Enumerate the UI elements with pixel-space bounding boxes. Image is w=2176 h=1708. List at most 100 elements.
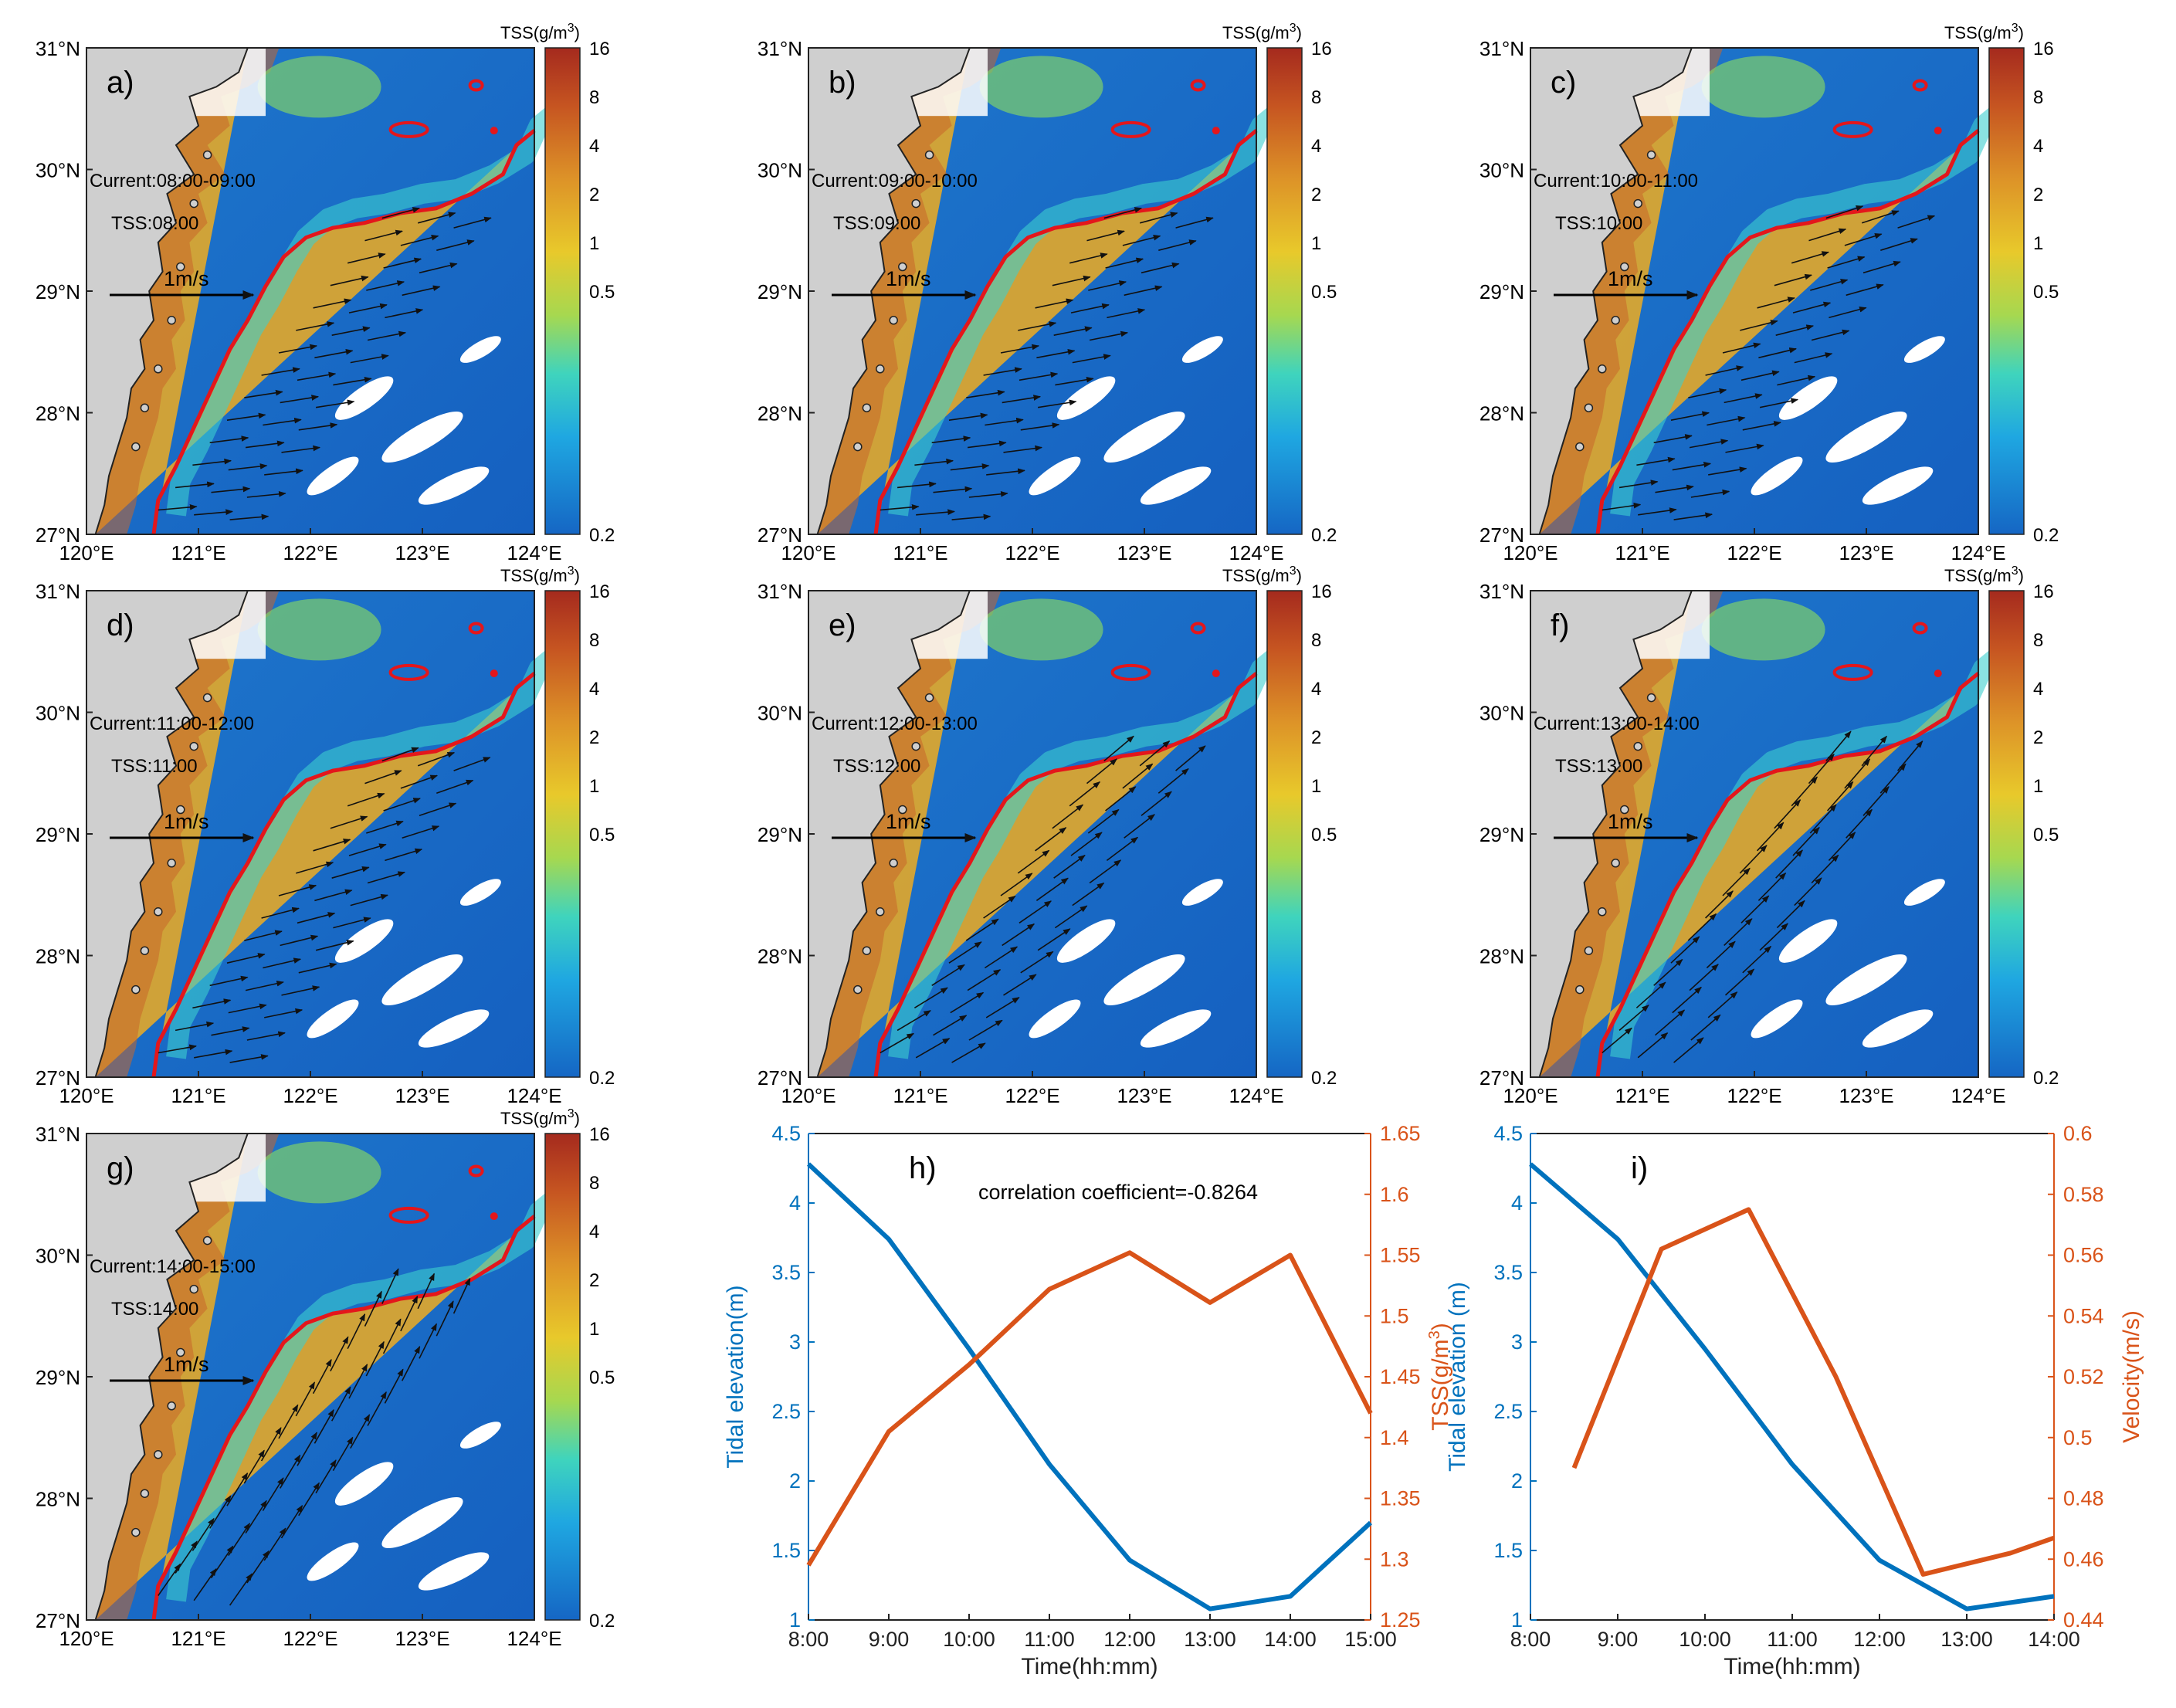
tss-time-label: TSS:11:00 [111, 756, 198, 777]
lon-tick-label: 122°E [283, 541, 337, 564]
colorbar-tick-label: 0.2 [1311, 1068, 1337, 1089]
land-mass [1530, 47, 1693, 535]
island [911, 198, 920, 208]
panel-letter: d) [107, 608, 134, 642]
current-vector [967, 969, 1002, 991]
current-time-label: Current:12:00-13:00 [812, 713, 978, 734]
current-vector [1862, 786, 1890, 816]
map-panel: d)Current:11:00-12:00TSS:11:001m/s31°N30… [36, 564, 615, 1107]
current-vector [298, 422, 338, 431]
panel-letter: h) [909, 1151, 937, 1185]
y-right-tick-label: 0.44 [2063, 1608, 2104, 1632]
current-vector [333, 376, 372, 386]
current-vector [453, 216, 492, 229]
colorbar-tick-label: 1 [1311, 233, 1321, 254]
current-vector [244, 930, 283, 941]
island [154, 907, 163, 917]
island [176, 1347, 185, 1357]
current-vector [211, 1026, 250, 1036]
current-vector [1122, 235, 1161, 246]
y-left-label: Tidal elevation(m) [723, 1285, 748, 1468]
current-vector [1705, 365, 1744, 376]
current-vector [245, 440, 285, 449]
lon-tick-label: 124°E [507, 1084, 561, 1107]
front-line [151, 672, 536, 1078]
front-line [873, 129, 1258, 535]
transition-band [166, 103, 564, 517]
y-right-label-sup: 3 [1426, 1330, 1443, 1339]
colorbar-tick-label: 0.5 [2033, 825, 2059, 846]
colorbar-title-text: TSS(g/m [500, 1109, 568, 1128]
y-right-tick-label: 0.54 [2063, 1304, 2104, 1327]
current-vector [1673, 512, 1713, 520]
island [167, 1401, 176, 1411]
current-vector [280, 395, 320, 404]
current-vector [1742, 421, 1781, 431]
cloud-mask [1862, 1009, 1934, 1048]
tss-time-label: TSS:13:00 [1555, 756, 1642, 777]
x-tick-label: 11:00 [1024, 1628, 1075, 1651]
island [1575, 984, 1585, 995]
island [1584, 403, 1594, 412]
current-vector [1740, 320, 1778, 331]
current-vector [1722, 867, 1751, 896]
nearshore-high-tss [95, 48, 280, 534]
current-vector [209, 435, 249, 444]
colorbar-title-close: ) [575, 1109, 580, 1128]
lon-tick-label: 123°E [1839, 1084, 1893, 1107]
y-right-tick-label: 0.58 [2063, 1183, 2104, 1206]
current-vector [1879, 763, 1907, 794]
current-vector [1055, 376, 1094, 386]
island [889, 316, 898, 325]
current-vector [330, 1336, 349, 1372]
cloud-mask [1103, 954, 1185, 1006]
current-vector [226, 412, 266, 421]
cloud-mask [1778, 376, 1838, 420]
current-vector [278, 1404, 299, 1439]
colorbar-title-sup: 3 [2012, 564, 2018, 578]
colorbar [544, 1133, 581, 1621]
current-vector [1825, 730, 1852, 762]
current-vector [1706, 940, 1736, 969]
cloud-mask [1140, 1009, 1212, 1048]
colorbar-title-sup: 3 [568, 564, 575, 578]
lon-tick-label: 124°E [1229, 541, 1283, 564]
estuary-plume [257, 1141, 381, 1204]
current-vector [986, 468, 1025, 476]
current-vector [261, 907, 300, 919]
current-vector [228, 1003, 267, 1014]
current-vector [209, 975, 249, 987]
vector-scale-label: 1m/s [1608, 810, 1653, 833]
current-vector [1775, 849, 1803, 879]
x-tick-label: 13:00 [1940, 1628, 1993, 1651]
lon-tick-label: 122°E [1005, 1084, 1059, 1107]
colorbar-tick-label: 16 [2033, 581, 2054, 602]
lat-tick-label: 27°N [36, 524, 80, 547]
current-vector [916, 509, 955, 516]
current-vector [983, 367, 1022, 376]
current-vector [1689, 439, 1729, 449]
tss-time-label: TSS:08:00 [111, 213, 198, 234]
y-left-tick-label: 4.5 [771, 1122, 801, 1145]
y-left-tick-label: 2 [1511, 1469, 1523, 1493]
current-vector [1053, 855, 1086, 879]
front-contour [490, 1212, 498, 1221]
plot-area [1530, 1134, 2054, 1620]
island [898, 262, 907, 272]
lat-tick-label: 29°N [758, 280, 802, 303]
current-vector [1708, 466, 1747, 476]
colorbar-tick-label: 4 [589, 1222, 599, 1242]
x-tick-label: 9:00 [869, 1628, 910, 1651]
current-vector [229, 1573, 253, 1606]
current-vector [417, 1273, 436, 1310]
current-vector [175, 1021, 215, 1032]
current-vector [1089, 330, 1129, 341]
front-line [1595, 672, 1980, 1078]
current-vector [1052, 275, 1091, 286]
lon-tick-label: 123°E [1839, 541, 1893, 564]
current-vector [366, 280, 405, 291]
current-vector [175, 481, 215, 489]
colorbar-tick-label: 8 [589, 1173, 599, 1194]
y-left-tick-label: 4 [789, 1191, 801, 1215]
vector-scale-label: 1m/s [164, 1353, 209, 1376]
